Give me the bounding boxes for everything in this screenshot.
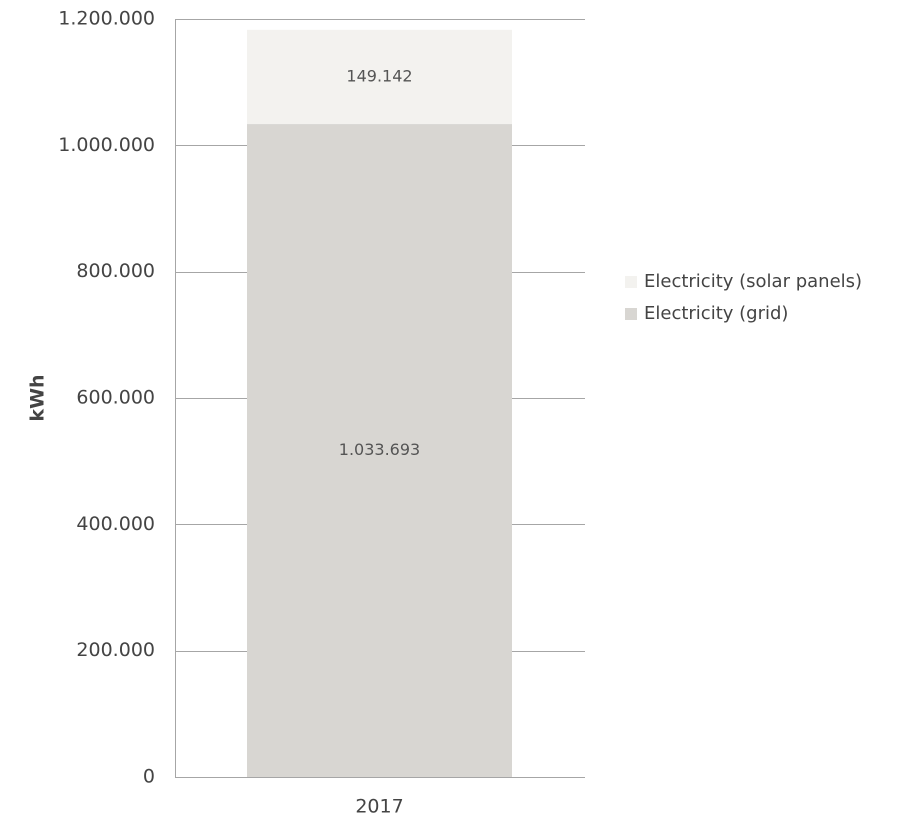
y-tick-label: 800.000 [76, 260, 155, 282]
y-tick-label: 0 [143, 766, 155, 788]
data-label: 149.142 [346, 66, 412, 85]
data-label: 1.033.693 [339, 440, 420, 459]
legend-swatch [625, 276, 637, 288]
x-axis-ticks: 2017 [355, 796, 403, 818]
bars [247, 29, 512, 777]
legend-entry: Electricity (solar panels) [644, 271, 862, 292]
legend-entry: Electricity (grid) [644, 303, 788, 324]
y-tick-label: 1.000.000 [58, 134, 155, 156]
legend-swatch [625, 308, 637, 320]
y-tick-label: 1.200.000 [58, 8, 155, 30]
bar-segment [247, 124, 512, 777]
data-labels: 1.033.693 149.142 [339, 66, 420, 459]
y-axis-ticks: 0 200.000 400.000 600.000 800.000 1.000.000 1.… [58, 8, 155, 788]
bar-segment [247, 29, 512, 125]
legend: Electricity (solar panels) Electricity (g… [625, 271, 862, 324]
x-tick-label: 2017 [355, 796, 403, 818]
y-axis-label: kWh [27, 374, 49, 421]
y-tick-label: 400.000 [76, 513, 155, 535]
y-tick-label: 200.000 [76, 639, 155, 661]
y-tick-label: 600.000 [76, 387, 155, 409]
